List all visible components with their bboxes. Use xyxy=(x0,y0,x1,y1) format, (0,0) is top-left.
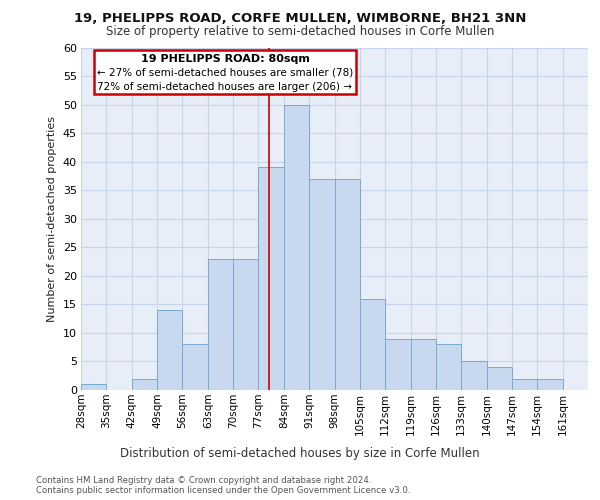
Bar xyxy=(182,344,208,390)
Bar xyxy=(233,258,259,390)
Bar xyxy=(132,378,157,390)
Text: Contains public sector information licensed under the Open Government Licence v3: Contains public sector information licen… xyxy=(36,486,410,495)
Bar xyxy=(81,384,106,390)
Bar xyxy=(208,258,233,390)
Y-axis label: Number of semi-detached properties: Number of semi-detached properties xyxy=(47,116,57,322)
Text: 72% of semi-detached houses are larger (206) →: 72% of semi-detached houses are larger (… xyxy=(97,82,352,92)
FancyBboxPatch shape xyxy=(94,50,356,94)
Bar xyxy=(487,367,512,390)
Bar xyxy=(512,378,538,390)
Text: 19, PHELIPPS ROAD, CORFE MULLEN, WIMBORNE, BH21 3NN: 19, PHELIPPS ROAD, CORFE MULLEN, WIMBORN… xyxy=(74,12,526,26)
Bar xyxy=(385,338,410,390)
Text: Distribution of semi-detached houses by size in Corfe Mullen: Distribution of semi-detached houses by … xyxy=(120,448,480,460)
Bar xyxy=(436,344,461,390)
Bar xyxy=(259,168,284,390)
Bar xyxy=(538,378,563,390)
Text: Size of property relative to semi-detached houses in Corfe Mullen: Size of property relative to semi-detach… xyxy=(106,25,494,38)
Bar xyxy=(335,179,360,390)
Bar xyxy=(461,362,487,390)
Bar xyxy=(157,310,182,390)
Text: ← 27% of semi-detached houses are smaller (78): ← 27% of semi-detached houses are smalle… xyxy=(97,68,353,78)
Bar xyxy=(284,104,309,390)
Bar xyxy=(410,338,436,390)
Text: Contains HM Land Registry data © Crown copyright and database right 2024.: Contains HM Land Registry data © Crown c… xyxy=(36,476,371,485)
Bar xyxy=(360,298,385,390)
Text: 19 PHELIPPS ROAD: 80sqm: 19 PHELIPPS ROAD: 80sqm xyxy=(140,54,310,64)
Bar xyxy=(309,179,335,390)
